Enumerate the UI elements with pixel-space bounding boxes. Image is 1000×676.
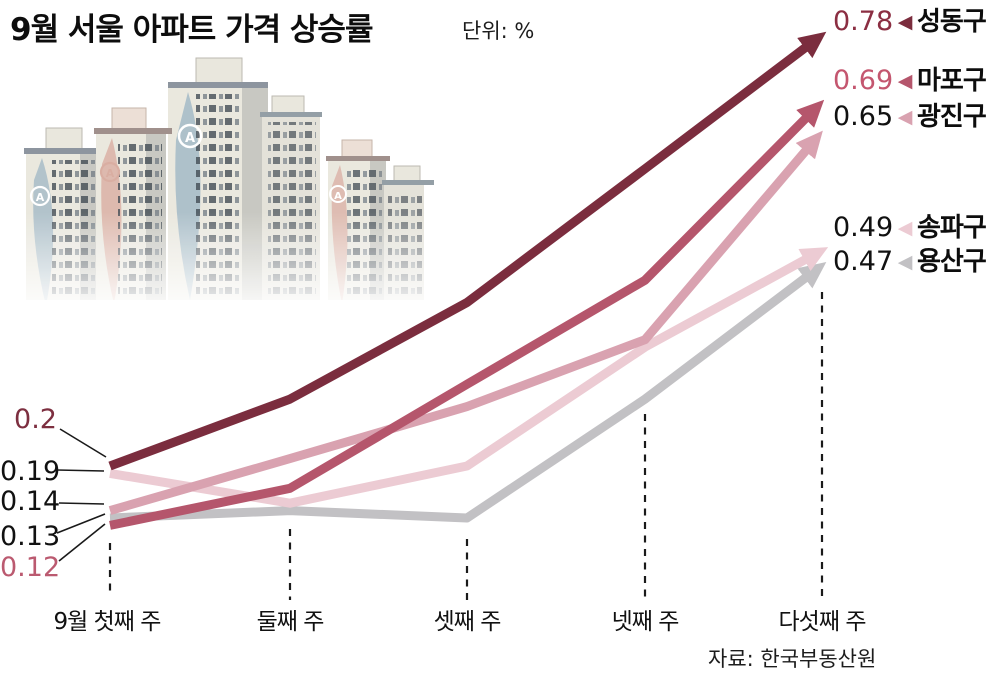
label-leader-line [58, 502, 105, 505]
apartment-buildings-illustration: A A [16, 57, 446, 324]
left-pointing-triangle-icon: ◀ [897, 11, 913, 33]
end-value-label: 0.65 [833, 101, 894, 132]
left-pointing-triangle-icon: ◀ [897, 106, 913, 128]
svg-text:A: A [334, 191, 342, 202]
end-label-row: 0.47 ◀ 용산구 [833, 246, 999, 278]
series-line-마포구 [109, 99, 825, 530]
start-value-label: 0.12 [0, 552, 61, 583]
end-label-row: 0.78 ◀ 성동구 [833, 6, 999, 38]
start-value-label: 0.19 [0, 456, 61, 487]
svg-text:A: A [185, 131, 195, 146]
label-leader-line [56, 513, 106, 534]
x-axis-week-label: 9월 첫째 주 [53, 609, 162, 635]
end-label-row: 0.69 ◀ 마포구 [833, 65, 999, 97]
label-leader-line [58, 523, 106, 562]
label-leader-line-group [56, 428, 107, 562]
series-line-성동구 [108, 31, 827, 471]
x-axis-week-label: 다섯째 주 [778, 609, 867, 635]
end-label-row: 0.49 ◀ 송파구 [833, 212, 999, 244]
series-line-광진구 [108, 130, 823, 515]
x-axis-week-label: 둘째 주 [256, 609, 325, 635]
end-value-label: 0.47 [833, 246, 894, 277]
x-axis-week-label: 셋째 주 [433, 609, 502, 635]
district-name-label: 송파구 [917, 213, 987, 243]
series-line-송파구 [109, 247, 829, 508]
left-pointing-triangle-icon: ◀ [897, 70, 913, 92]
start-value-label: 0.2 [14, 404, 57, 435]
start-value-label: 0.14 [0, 486, 61, 517]
source-credit: 자료: 한국부동산원 [708, 647, 877, 671]
week-guideline-group [108, 292, 824, 600]
svg-text:A: A [106, 167, 115, 180]
label-leader-line [56, 469, 105, 472]
left-pointing-triangle-icon: ◀ [897, 217, 913, 239]
end-value-label: 0.49 [833, 212, 894, 243]
end-label-row: 0.65 ◀ 광진구 [833, 101, 999, 133]
district-name-label: 성동구 [917, 7, 987, 37]
label-leader-line [59, 428, 107, 458]
district-name-label: 용산구 [917, 247, 987, 277]
district-name-label: 마포구 [917, 66, 987, 96]
unit-label: 단위: % [462, 19, 535, 43]
x-axis-week-label: 넷째 주 [611, 609, 680, 635]
end-value-label: 0.78 [833, 6, 894, 37]
series-line-용산구 [109, 262, 827, 523]
district-name-label: 광진구 [917, 102, 987, 132]
page-title: 9월 서울 아파트 가격 상승률 [10, 12, 373, 48]
end-value-label: 0.69 [833, 65, 894, 96]
left-pointing-triangle-icon: ◀ [897, 251, 913, 273]
svg-text:A: A [36, 191, 45, 204]
series-line-group [108, 31, 829, 530]
start-value-label: 0.13 [0, 521, 61, 552]
